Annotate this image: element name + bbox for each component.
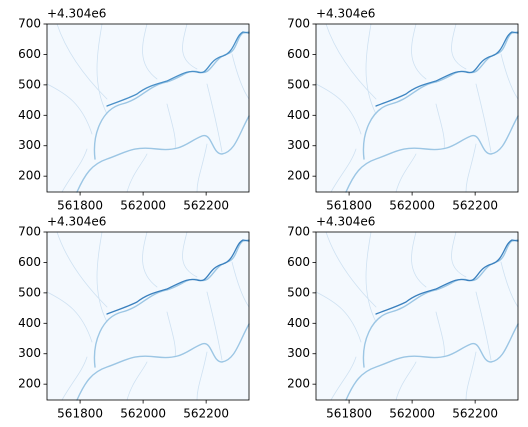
y-tick-label: 200 — [18, 377, 41, 391]
x-tick-label: 561800 — [57, 199, 103, 213]
y-tick-label: 600 — [18, 47, 41, 61]
y-tick-label: 600 — [287, 255, 310, 269]
y-tick-label: 200 — [18, 169, 41, 183]
x-tick-label: 562200 — [183, 407, 229, 421]
x-tick-label: 561800 — [326, 199, 372, 213]
y-tick-label: 300 — [287, 138, 310, 152]
raster-image — [315, 231, 519, 401]
y-tick-label: 400 — [18, 316, 41, 330]
raster-image — [46, 231, 250, 401]
y-tick-label: 200 — [287, 169, 310, 183]
y-tick-label: 500 — [287, 77, 310, 91]
y-tick-label: 400 — [287, 108, 310, 122]
raster-image — [315, 23, 519, 193]
offset-text: +4.304e6 — [316, 7, 375, 21]
y-tick-label: 400 — [287, 316, 310, 330]
panel: 561800 562000 562200 200 300 400 500 600 700 +4.3… — [18, 7, 250, 213]
y-tick-label: 600 — [287, 47, 310, 61]
y-tick-label: 300 — [18, 138, 41, 152]
x-tick-label: 562200 — [452, 199, 498, 213]
y-tick-label: 700 — [18, 225, 41, 239]
x-tick-label: 562000 — [389, 199, 435, 213]
offset-text: +4.304e6 — [47, 7, 106, 21]
x-tick-label: 561800 — [57, 407, 103, 421]
y-tick-label: 600 — [18, 255, 41, 269]
x-tick-label: 562000 — [389, 407, 435, 421]
x-tick-label: 562200 — [183, 199, 229, 213]
offset-text: +4.304e6 — [47, 215, 106, 229]
panel: 561800 562000 562200 200 300 400 500 600 700 +4.3… — [18, 215, 250, 421]
x-tick-label: 562000 — [120, 199, 166, 213]
y-tick-label: 200 — [287, 377, 310, 391]
y-tick-label: 300 — [18, 346, 41, 360]
x-tick-label: 562000 — [120, 407, 166, 421]
y-tick-label: 500 — [18, 77, 41, 91]
raster-image — [46, 23, 250, 193]
y-tick-label: 300 — [287, 346, 310, 360]
offset-text: +4.304e6 — [316, 215, 375, 229]
y-tick-label: 500 — [18, 285, 41, 299]
y-tick-label: 400 — [18, 108, 41, 122]
y-tick-label: 700 — [18, 17, 41, 31]
panel: 561800 562000 562200 200 300 400 500 600 700 +4.3… — [287, 215, 519, 421]
y-tick-label: 700 — [287, 225, 310, 239]
y-tick-label: 500 — [287, 285, 310, 299]
x-tick-label: 562200 — [452, 407, 498, 421]
axes-frame — [315, 231, 519, 401]
axes-frame — [46, 23, 250, 193]
x-tick-label: 561800 — [326, 407, 372, 421]
axes-frame — [315, 23, 519, 193]
panel: 561800 562000 562200 200 300 400 500 600 700 +4.3… — [287, 7, 519, 213]
axes-frame — [46, 231, 250, 401]
y-tick-label: 700 — [287, 17, 310, 31]
